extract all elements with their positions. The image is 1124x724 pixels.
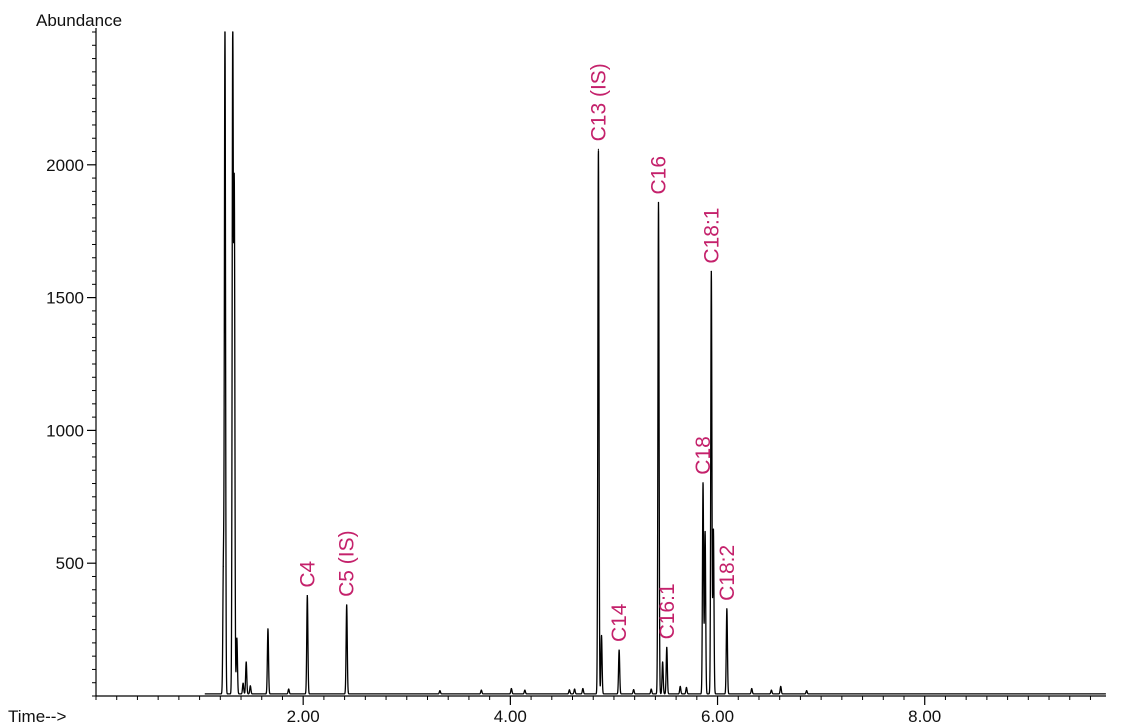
- peak-label-c14: C14: [608, 603, 631, 642]
- peak-point: [222, 565, 225, 567]
- peak-label-c5-is: C5 (IS): [336, 530, 359, 597]
- peak-point: [582, 687, 584, 690]
- peak-point: [306, 595, 308, 597]
- peak-point: [618, 649, 620, 651]
- peak-point: [710, 270, 712, 273]
- peak-point: [650, 688, 652, 690]
- peak-point: [726, 608, 728, 610]
- peak-point: [439, 690, 441, 692]
- peak-point: [712, 528, 714, 530]
- y-axis-title: Abundance: [36, 11, 122, 30]
- peak-point: [702, 482, 704, 484]
- peak-label-c16-1: C16:1: [656, 583, 679, 639]
- peak-point: [224, 31, 226, 33]
- peak-point: [242, 682, 244, 684]
- peak-point: [751, 687, 753, 690]
- peak-point: [662, 661, 664, 663]
- peak-point: [685, 686, 688, 689]
- x-axis-title: Time-->: [8, 707, 66, 724]
- peak-label-c18-2: C18:2: [716, 545, 739, 601]
- y-tick-label: 1500: [46, 289, 84, 308]
- peak-point: [510, 687, 512, 690]
- y-tick-label: 1000: [46, 421, 84, 440]
- peak-label-c18: C18: [692, 436, 715, 475]
- x-tick-label: 8.00: [908, 707, 941, 724]
- axes-layer: [95, 28, 1106, 697]
- peak-point: [657, 201, 660, 204]
- peak-point: [568, 689, 571, 691]
- peak-point: [633, 689, 635, 691]
- x-tick-label: 4.00: [494, 707, 527, 724]
- peak-point: [597, 148, 600, 150]
- peak-point: [480, 689, 482, 691]
- trace-layer: [204, 31, 1107, 695]
- y-tick-label: 500: [56, 554, 84, 573]
- peak-label-c4: C4: [296, 560, 319, 587]
- peak-point: [346, 604, 348, 606]
- peak-label-c13-is: C13 (IS): [587, 63, 610, 141]
- peak-point: [232, 31, 234, 33]
- peak-point: [249, 685, 251, 687]
- peak-point: [600, 634, 603, 637]
- peak-point: [704, 531, 706, 533]
- peak-point: [806, 690, 808, 692]
- y-tick-label: 2000: [46, 156, 84, 175]
- peak-point: [236, 637, 238, 639]
- x-tick-label: 6.00: [701, 707, 734, 724]
- peak-point: [233, 191, 235, 193]
- ticks-layer: 500 1000 1500 2000 2.00 4.00 6.00 8.00: [46, 31, 1091, 724]
- peak-point: [245, 661, 247, 663]
- peak-label-c16: C16: [647, 156, 670, 195]
- peak-point: [524, 689, 526, 691]
- peak-point: [666, 646, 668, 648]
- peak-point: [780, 685, 782, 688]
- chromatogram-trace: [204, 31, 1107, 695]
- x-tick-label: 2.00: [287, 707, 320, 724]
- peak-point: [288, 688, 290, 690]
- peak-point: [267, 628, 269, 630]
- peak-point: [679, 685, 681, 688]
- labels-layer: C4 C5 (IS) C13 (IS) C14 C16 C16:1 C18 C18:1 C18:…: [296, 63, 739, 642]
- peak-point: [573, 688, 576, 690]
- peak-point: [770, 689, 773, 691]
- peak-label-c18-1: C18:1: [700, 208, 723, 264]
